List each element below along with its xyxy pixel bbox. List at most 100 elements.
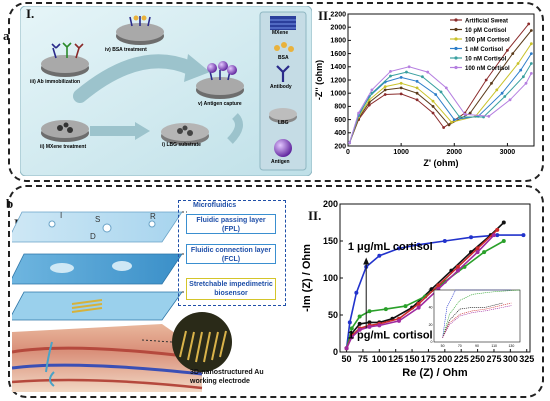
data-point — [399, 75, 403, 79]
data-point — [347, 320, 352, 325]
y-tick-label: 800 — [334, 104, 346, 111]
concentration-arrowhead — [363, 257, 370, 265]
legend-antigen-swatch — [274, 139, 292, 157]
electrode-letter-s: S — [95, 215, 101, 224]
data-point — [405, 70, 408, 74]
y-tick-label: 1600 — [330, 51, 346, 58]
data-point — [421, 75, 424, 79]
series-line-5 — [349, 63, 532, 143]
inset-x-tick-label: 70 — [458, 344, 462, 348]
panel-a — [8, 2, 544, 182]
data-point — [447, 123, 451, 127]
data-point — [396, 318, 401, 323]
step-3-label: iii) Ab immobilization — [30, 79, 81, 85]
y-tick-label: 50 — [328, 310, 338, 320]
y-tick-label: 200 — [323, 199, 338, 209]
data-point — [383, 93, 387, 96]
data-point — [383, 85, 387, 88]
data-point — [529, 42, 533, 46]
data-point — [529, 52, 533, 55]
y-tick-label: 0 — [333, 347, 338, 357]
data-point — [455, 264, 460, 269]
sensor-label: Stretchable impedimetric biosensor — [186, 278, 276, 300]
legend-label-3: 100 pM Cortisol — [465, 38, 510, 44]
inset-x-tick-label: 90 — [475, 344, 479, 348]
data-point — [348, 141, 351, 145]
data-point — [416, 301, 421, 306]
data-point — [407, 65, 411, 69]
data-point — [469, 235, 474, 240]
inset-x-tick-label: 130 — [508, 344, 514, 348]
inset-series-3 — [442, 289, 521, 338]
data-point — [455, 268, 460, 273]
data-point — [508, 98, 512, 102]
data-point — [506, 48, 509, 52]
data-point — [500, 91, 504, 95]
fcl-label: Fluidic connection layer (FCL) — [186, 244, 276, 264]
data-point — [396, 246, 401, 251]
panel-b-letter: b — [6, 196, 14, 211]
y-tick-label: 2200 — [330, 11, 346, 18]
legend-lbg-label: LBG — [278, 120, 289, 126]
legend-label-1: Artificial Sweat — [465, 19, 508, 25]
data-point — [383, 88, 387, 92]
data-point — [367, 320, 372, 325]
step-5-label: v) Antigen capture — [198, 101, 242, 107]
data-point — [529, 72, 533, 75]
step-4-substrate — [116, 15, 164, 45]
data-point — [349, 326, 354, 331]
panel-a-letter: a — [3, 28, 10, 43]
data-point — [357, 314, 362, 319]
data-point — [442, 126, 446, 129]
series-line-6 — [349, 66, 532, 143]
x-tick-label: 200 — [437, 354, 452, 364]
legend-mxene-swatch — [270, 16, 296, 30]
legend-lbg-swatch — [269, 108, 297, 123]
data-point — [487, 114, 491, 118]
data-point — [357, 327, 362, 332]
inset-x-tick-label: 50 — [441, 344, 445, 348]
y-axis-label: -Im (Z) / Ohm — [301, 244, 313, 312]
series-line-3 — [349, 43, 532, 143]
fcl-layer — [12, 253, 183, 285]
y-tick-label: 1400 — [330, 64, 346, 71]
data-point — [463, 112, 467, 116]
y-tick-label: 1800 — [330, 38, 346, 45]
step-3-substrate — [41, 42, 89, 77]
x-axis-label: Z' (ohm) — [423, 158, 458, 168]
data-point — [431, 105, 435, 108]
data-point — [370, 88, 374, 92]
panel-a-left-roman: I. — [26, 6, 35, 21]
legend-label-6: 100 nM Cortisol — [465, 66, 510, 72]
data-point — [475, 250, 480, 255]
data-point — [349, 335, 354, 340]
legend-marker-2 — [454, 27, 458, 32]
data-point — [357, 321, 362, 326]
legend-marker-4 — [454, 46, 458, 51]
electrode-magnifier — [172, 312, 232, 372]
data-point — [399, 81, 403, 85]
x-tick-label: 1000 — [393, 149, 409, 156]
legend-label-4: 1 nM Cortisol — [465, 47, 503, 53]
x-tick-label: 3000 — [500, 149, 516, 156]
step-1-label: i) LBG substrate — [162, 142, 201, 148]
data-point — [495, 227, 500, 232]
legend-label-2: 10 pM Cortisol — [465, 28, 507, 34]
data-point — [415, 86, 419, 90]
data-point — [377, 323, 382, 328]
data-point — [416, 305, 421, 310]
electrode-caption: 3D-nanostructured Au working electrode — [190, 369, 264, 385]
data-point — [495, 233, 500, 238]
x-tick-label: 250 — [470, 354, 485, 364]
annotation-top: 1 μg/mL cortisol — [348, 241, 433, 253]
data-point — [501, 220, 506, 225]
data-point — [495, 88, 499, 92]
data-point — [426, 70, 430, 74]
y-tick-label: 100 — [323, 273, 338, 283]
data-point — [389, 74, 392, 78]
annotation-bottom: 1 pg/mL cortisol — [348, 330, 433, 342]
data-point — [475, 246, 480, 251]
data-point — [519, 68, 523, 72]
data-point — [439, 90, 443, 94]
data-point — [529, 62, 533, 65]
